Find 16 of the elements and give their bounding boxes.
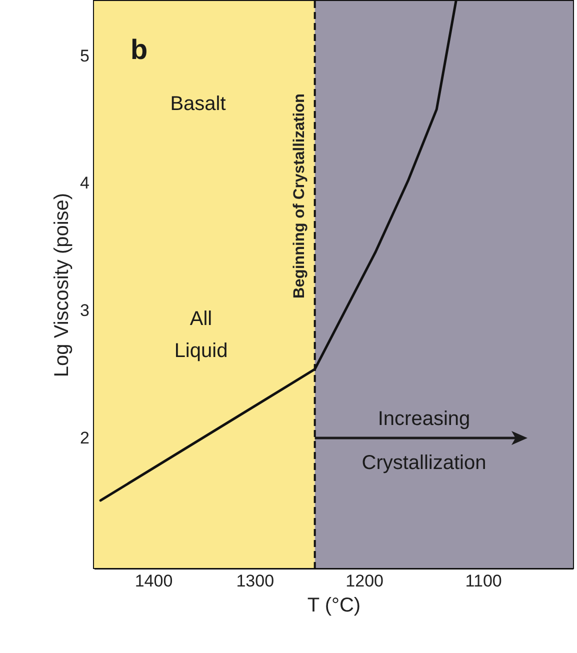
annotation: b [130,34,148,65]
x-tick-label: 1300 [236,572,274,590]
x-tick-label: 1100 [465,572,502,590]
x-tick-label: 1200 [346,572,384,590]
y-tick-label: 5 [80,46,90,66]
annotation: Basalt [170,93,226,115]
ref-line-label: Beginning of Crystallization [290,94,308,298]
y-tick-label: 3 [80,301,90,320]
annotation: Crystallization [362,452,486,474]
annotation: Increasing [378,408,470,430]
annotation: All Liquid [174,308,228,362]
y-axis-title: Log Viscosity (poise) [51,192,74,378]
x-tick-label: 1400 [134,572,173,590]
y-tick-label: 2 [80,428,90,448]
x-axis-title: T (°C) [307,594,361,616]
y-tick-label: 4 [80,174,90,193]
